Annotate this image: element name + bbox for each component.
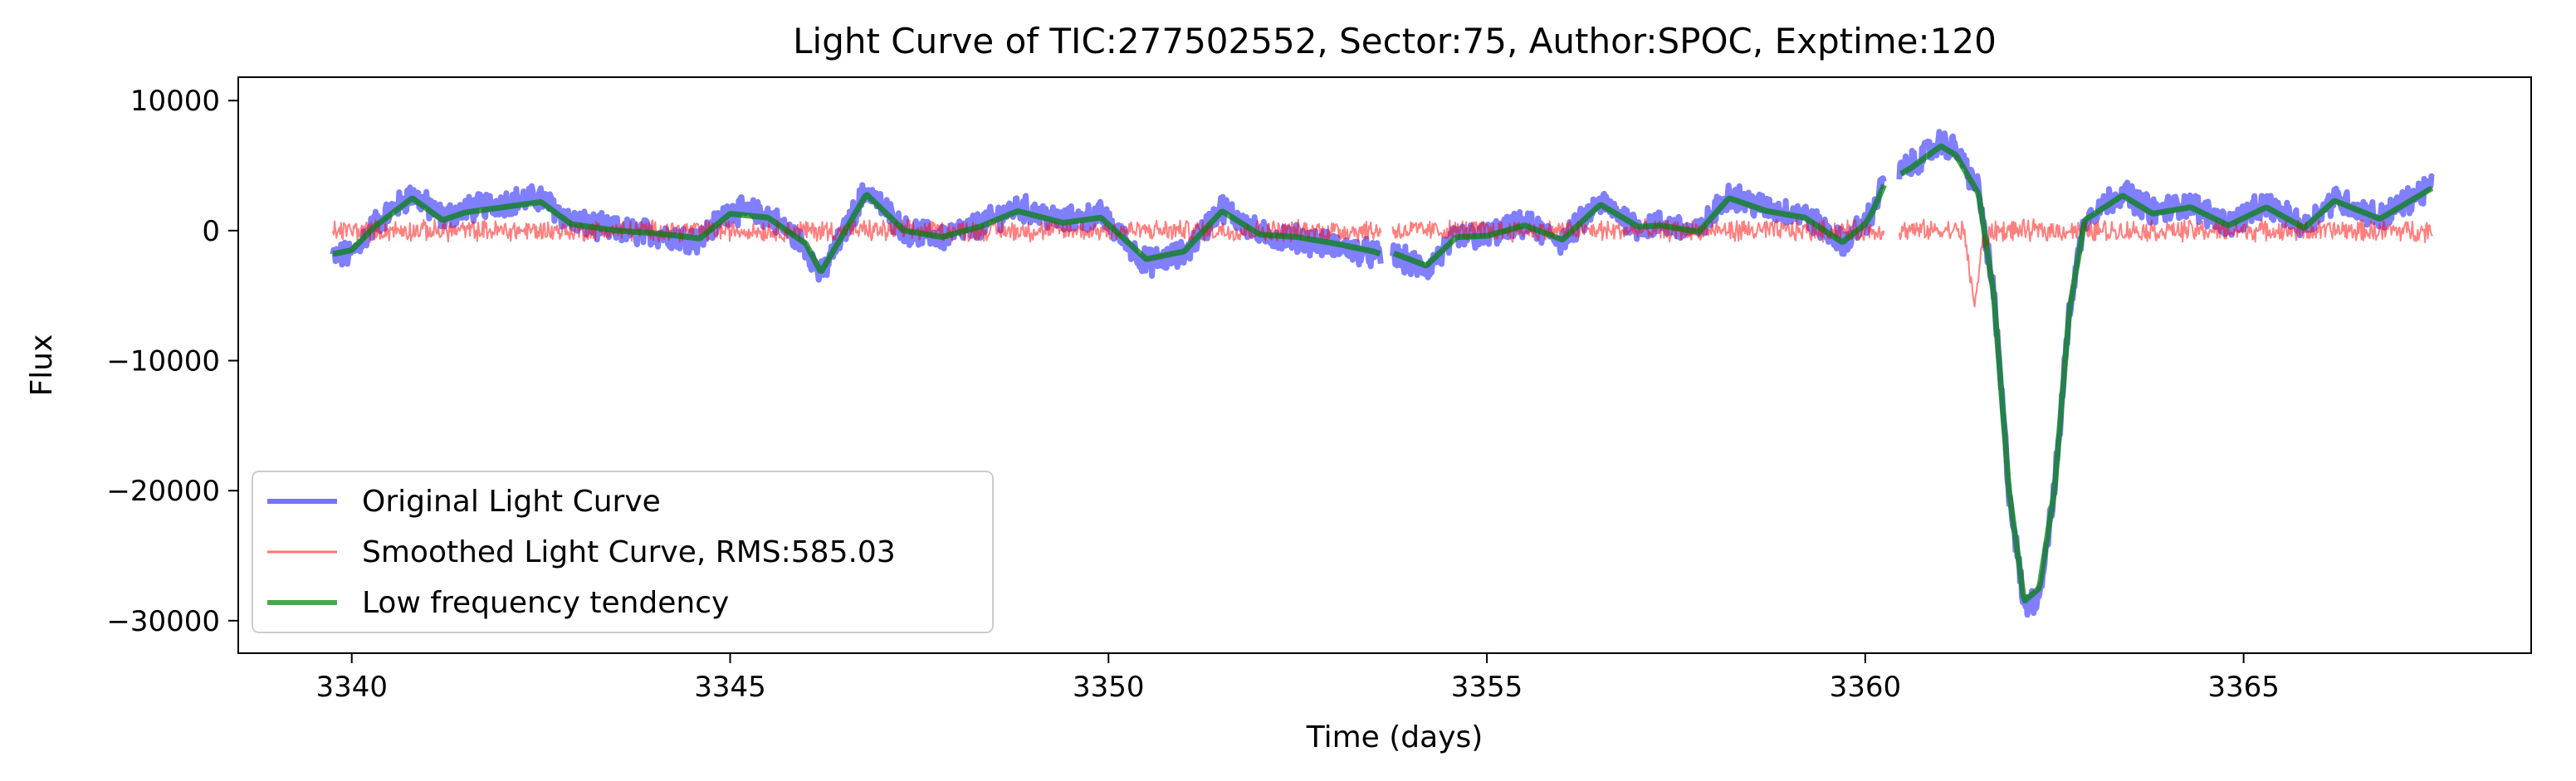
- series-3: [331, 144, 2434, 604]
- series-layer: [330, 129, 2435, 618]
- x-tick-label: 3350: [1073, 671, 1145, 704]
- legend-label: Smoothed Light Curve, RMS:585.03: [362, 535, 896, 569]
- plot-frame: [237, 76, 2532, 654]
- y-tick-label: −10000: [106, 345, 220, 378]
- x-axis-label: Time (days): [1306, 720, 1484, 754]
- y-tick-label: −20000: [106, 475, 220, 508]
- x-tick-label: 3365: [2207, 671, 2280, 704]
- x-axis: 3340 3345 3350 3355 3360 3365: [315, 653, 2280, 704]
- x-tick-label: 3355: [1451, 671, 1523, 704]
- y-tick-label: 10000: [130, 85, 220, 118]
- y-tick-label: −30000: [106, 605, 220, 638]
- legend-label: Original Light Curve: [362, 485, 661, 519]
- chart-title: Light Curve of TIC:277502552, Sector:75,…: [793, 21, 1997, 61]
- x-tick-label: 3345: [694, 671, 766, 704]
- legend: Original Light Curve Smoothed Light Curve…: [252, 471, 994, 633]
- legend-label: Low frequency tendency: [362, 586, 729, 620]
- y-axis-label: Flux: [25, 334, 59, 397]
- y-tick-label: 0: [202, 215, 220, 248]
- x-tick-label: 3340: [315, 671, 388, 704]
- x-tick-label: 3360: [1830, 671, 1902, 704]
- plot-area: [237, 76, 2532, 654]
- series-line-3: [331, 144, 2434, 604]
- legend-box: [252, 471, 994, 633]
- y-axis: 10000 0 −10000 −20000 −30000: [106, 85, 238, 638]
